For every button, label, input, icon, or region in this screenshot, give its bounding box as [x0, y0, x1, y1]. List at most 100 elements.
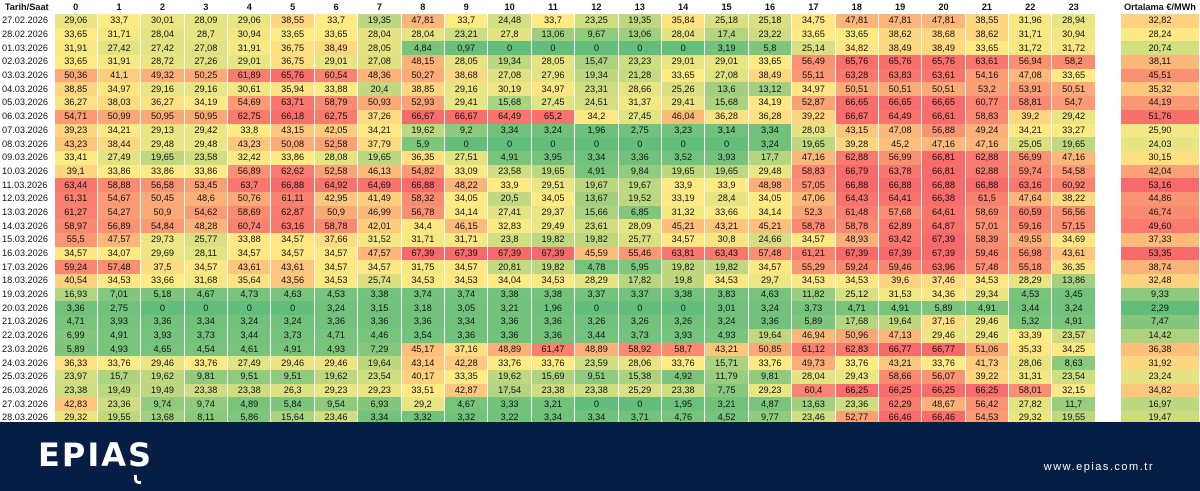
- price-cell: 38,22: [1051, 191, 1096, 206]
- price-cell: 66,61: [921, 109, 966, 124]
- price-cell: 9,2: [444, 123, 489, 138]
- date-cell: 22.03.2026: [0, 328, 55, 343]
- price-cell: 8,11: [184, 410, 229, 425]
- price-cell: 33,65: [54, 55, 98, 69]
- price-cell: 29,46: [965, 315, 1010, 329]
- average-cell: 31,92: [1120, 356, 1200, 370]
- table-row: 27.02.2026 29,06 33,7 30,01 28,09 29,06 38,55 3…: [0, 14, 1200, 28]
- price-cell: 3,24: [748, 301, 793, 316]
- price-cell: 29,23: [357, 383, 402, 398]
- average-cell: 37,33: [1120, 233, 1200, 247]
- price-cell: 0: [444, 137, 489, 151]
- table-row: 11.03.2026 63,44 58,88 56,58 53,45 63,7 66,88 6…: [0, 178, 1200, 192]
- price-cell: 58,32: [401, 191, 446, 206]
- hour-header-2: 2: [140, 0, 185, 14]
- price-cell: 3,18: [401, 301, 446, 316]
- price-cell: 19,34: [487, 55, 532, 69]
- price-cell: 5,9: [401, 137, 446, 151]
- price-cell: 60,92: [1051, 178, 1096, 192]
- average-cell: 32,82: [1120, 14, 1200, 28]
- price-cell: 3,24: [748, 137, 793, 151]
- price-cell: 56,89: [97, 219, 142, 233]
- price-cell: 32,42: [227, 150, 272, 165]
- price-cell: 37,66: [314, 233, 359, 247]
- average-cell: 30,15: [1120, 150, 1200, 165]
- price-cell: 23,38: [227, 383, 272, 398]
- price-cell: 3,36: [487, 328, 532, 343]
- price-cell: 62,87: [270, 205, 315, 220]
- date-cell: 03.03.2026: [0, 68, 55, 83]
- price-cell: 29,01: [661, 55, 706, 69]
- price-cell: 19,82: [531, 233, 576, 247]
- hour-header-11: 11: [531, 0, 576, 14]
- price-cell: 31,91: [227, 41, 272, 56]
- price-cell: 19,64: [357, 356, 402, 370]
- price-cell: 3,36: [531, 328, 576, 343]
- price-cell: 4,91: [487, 150, 532, 165]
- price-cell: 19,82: [704, 260, 749, 275]
- price-cell: 9,51: [270, 369, 315, 384]
- price-cell: 3,93: [661, 328, 706, 343]
- price-cell: 47,08: [878, 123, 923, 138]
- price-cell: 31,96: [1008, 14, 1053, 28]
- price-cell: 9,67: [574, 27, 619, 42]
- price-cell: 64,92: [314, 178, 359, 192]
- price-cell: 25,74: [357, 274, 402, 288]
- price-cell: 66,67: [444, 109, 489, 124]
- price-cell: 23,61: [574, 219, 619, 233]
- price-cell: 47,64: [1008, 191, 1053, 206]
- price-cell: 0: [270, 301, 315, 316]
- price-cell: 59,46: [965, 246, 1010, 261]
- price-cell: 27,08: [184, 41, 229, 56]
- price-cell: 52,58: [314, 164, 359, 179]
- price-cell: 61,11: [270, 191, 315, 206]
- footer-bar: EPIAS www.epias.com.tr: [0, 422, 1200, 491]
- price-cell: 33,65: [270, 27, 315, 42]
- price-cell: 33,76: [748, 356, 793, 370]
- table-row: 20.03.2026 3,36 2,75 0 0 0 0 3,24 3,15 3,18 3,05 3,…: [0, 301, 1200, 316]
- price-cell: 33,9: [487, 178, 532, 192]
- price-cell: 28,04: [661, 27, 706, 42]
- gap-cell: [1095, 287, 1121, 302]
- price-cell: 55,11: [791, 68, 836, 83]
- price-cell: 3,34: [444, 315, 489, 329]
- price-cell: 9,74: [140, 397, 185, 411]
- table-row: 28.03.2026 29,32 19,55 13,68 8,11 5,86 15,64 23…: [0, 410, 1200, 425]
- price-cell: 58,78: [835, 219, 879, 233]
- price-cell: 58,01: [1008, 383, 1053, 398]
- gap-cell: [1095, 137, 1121, 151]
- date-cell: 05.03.2026: [0, 96, 55, 110]
- price-cell: 29,23: [314, 383, 359, 398]
- price-cell: 23,38: [531, 383, 576, 398]
- price-cell: 8,63: [1051, 356, 1096, 370]
- price-cell: 5,18: [140, 287, 185, 302]
- price-cell: 47,81: [921, 14, 966, 28]
- price-cell: 29,69: [140, 246, 185, 261]
- price-cell: 66,81: [921, 164, 966, 179]
- price-cell: 33,88: [227, 233, 272, 247]
- price-cell: 4,78: [574, 260, 619, 275]
- price-cell: 0: [661, 41, 706, 56]
- price-cell: 35,94: [270, 82, 315, 97]
- price-cell: 58,69: [965, 205, 1010, 220]
- price-cell: 3,34: [531, 410, 576, 425]
- price-cell: 28,09: [184, 14, 229, 28]
- price-cell: 3,71: [618, 410, 662, 425]
- price-cell: 30,19: [487, 82, 532, 97]
- price-cell: 42,95: [314, 191, 359, 206]
- website-link[interactable]: www.epias.com.tr: [1043, 461, 1154, 473]
- price-cell: 7,29: [357, 342, 402, 357]
- gap-header: [1095, 0, 1121, 14]
- price-cell: 3,73: [618, 328, 662, 343]
- price-cell: 46,15: [444, 219, 489, 233]
- price-cell: 34,53: [314, 274, 359, 288]
- price-cell: 56,49: [791, 55, 836, 69]
- price-cell: 23,58: [184, 150, 229, 165]
- hour-header-12: 12: [574, 0, 619, 14]
- price-cell: 34,53: [791, 274, 836, 288]
- price-cell: 29,41: [444, 96, 489, 110]
- price-cell: 3,37: [618, 287, 662, 302]
- price-cell: 27,96: [531, 68, 576, 83]
- price-cell: 60,59: [1008, 205, 1053, 220]
- price-cell: 0: [574, 41, 619, 56]
